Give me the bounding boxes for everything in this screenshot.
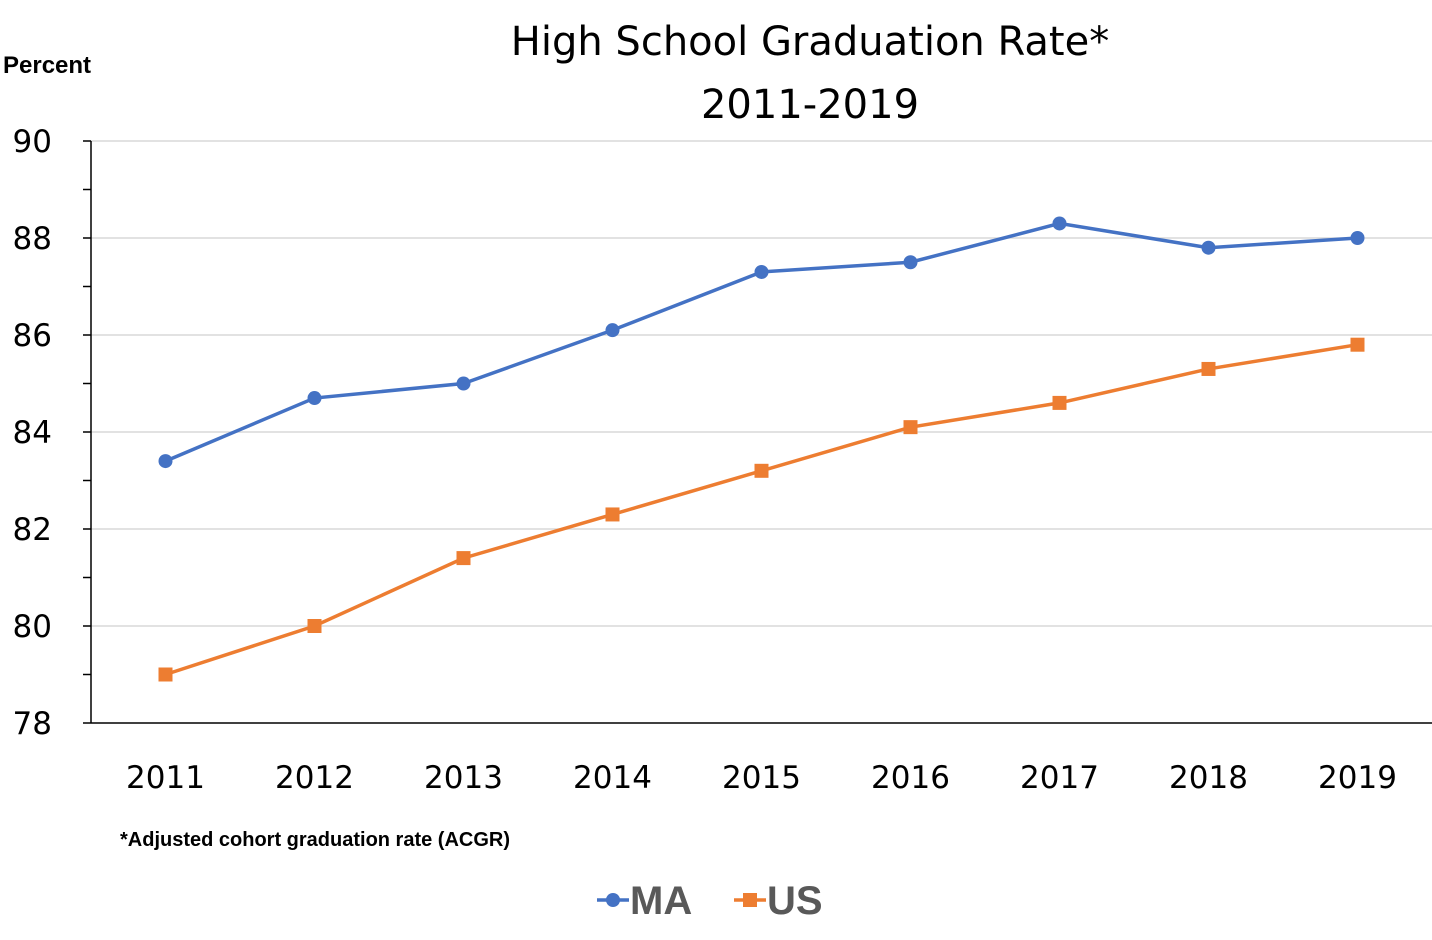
x-tick-label: 2017 [1020,760,1099,796]
legend-marker [606,893,620,907]
x-tick-label: 2012 [275,760,354,796]
y-tick-label: 84 [13,415,52,451]
y-tick-label: 86 [13,318,52,354]
data-point [158,667,173,682]
legend-label: MA [630,879,692,923]
data-point [1052,216,1067,231]
y-tick-label: 90 [13,124,52,160]
y-axis-label: Percent [3,52,91,79]
x-tick-label: 2018 [1169,760,1248,796]
series-line [164,221,1358,463]
series-us [158,337,1365,682]
y-tick-label: 80 [13,609,52,645]
data-point [754,463,769,478]
x-tick-label: 2019 [1318,760,1397,796]
data-point [1052,395,1067,410]
data-point [456,376,471,391]
chart-title: High School Graduation Rate* [511,19,1109,65]
legend-label: US [767,879,823,923]
y-tick-label: 88 [13,221,52,257]
data-point [1201,240,1216,255]
x-tick-label: 2011 [126,760,205,796]
y-tick-label: 82 [13,512,52,548]
data-point [1350,337,1365,352]
data-point [158,454,173,469]
data-point [1201,361,1216,376]
data-point [903,255,918,270]
data-point [307,391,322,406]
data-point [605,507,620,522]
chart-subtitle: 2011-2019 [701,82,919,128]
x-tick-label: 2015 [722,760,801,796]
data-point [1350,231,1365,245]
y-tick-label: 78 [13,706,52,742]
data-point [456,551,471,566]
legend-marker [743,893,757,907]
legend-item-us: US [734,879,823,923]
data-point [903,420,918,435]
footnote: *Adjusted cohort graduation rate (ACGR) [120,829,510,851]
x-tick-label: 2014 [573,760,652,796]
legend-item-ma: MA [597,879,692,923]
x-tick-label: 2016 [871,760,950,796]
data-point [307,619,322,633]
data-point [754,264,769,279]
series-ma [158,216,1365,469]
x-tick-label: 2013 [424,760,503,796]
data-point [605,323,620,338]
